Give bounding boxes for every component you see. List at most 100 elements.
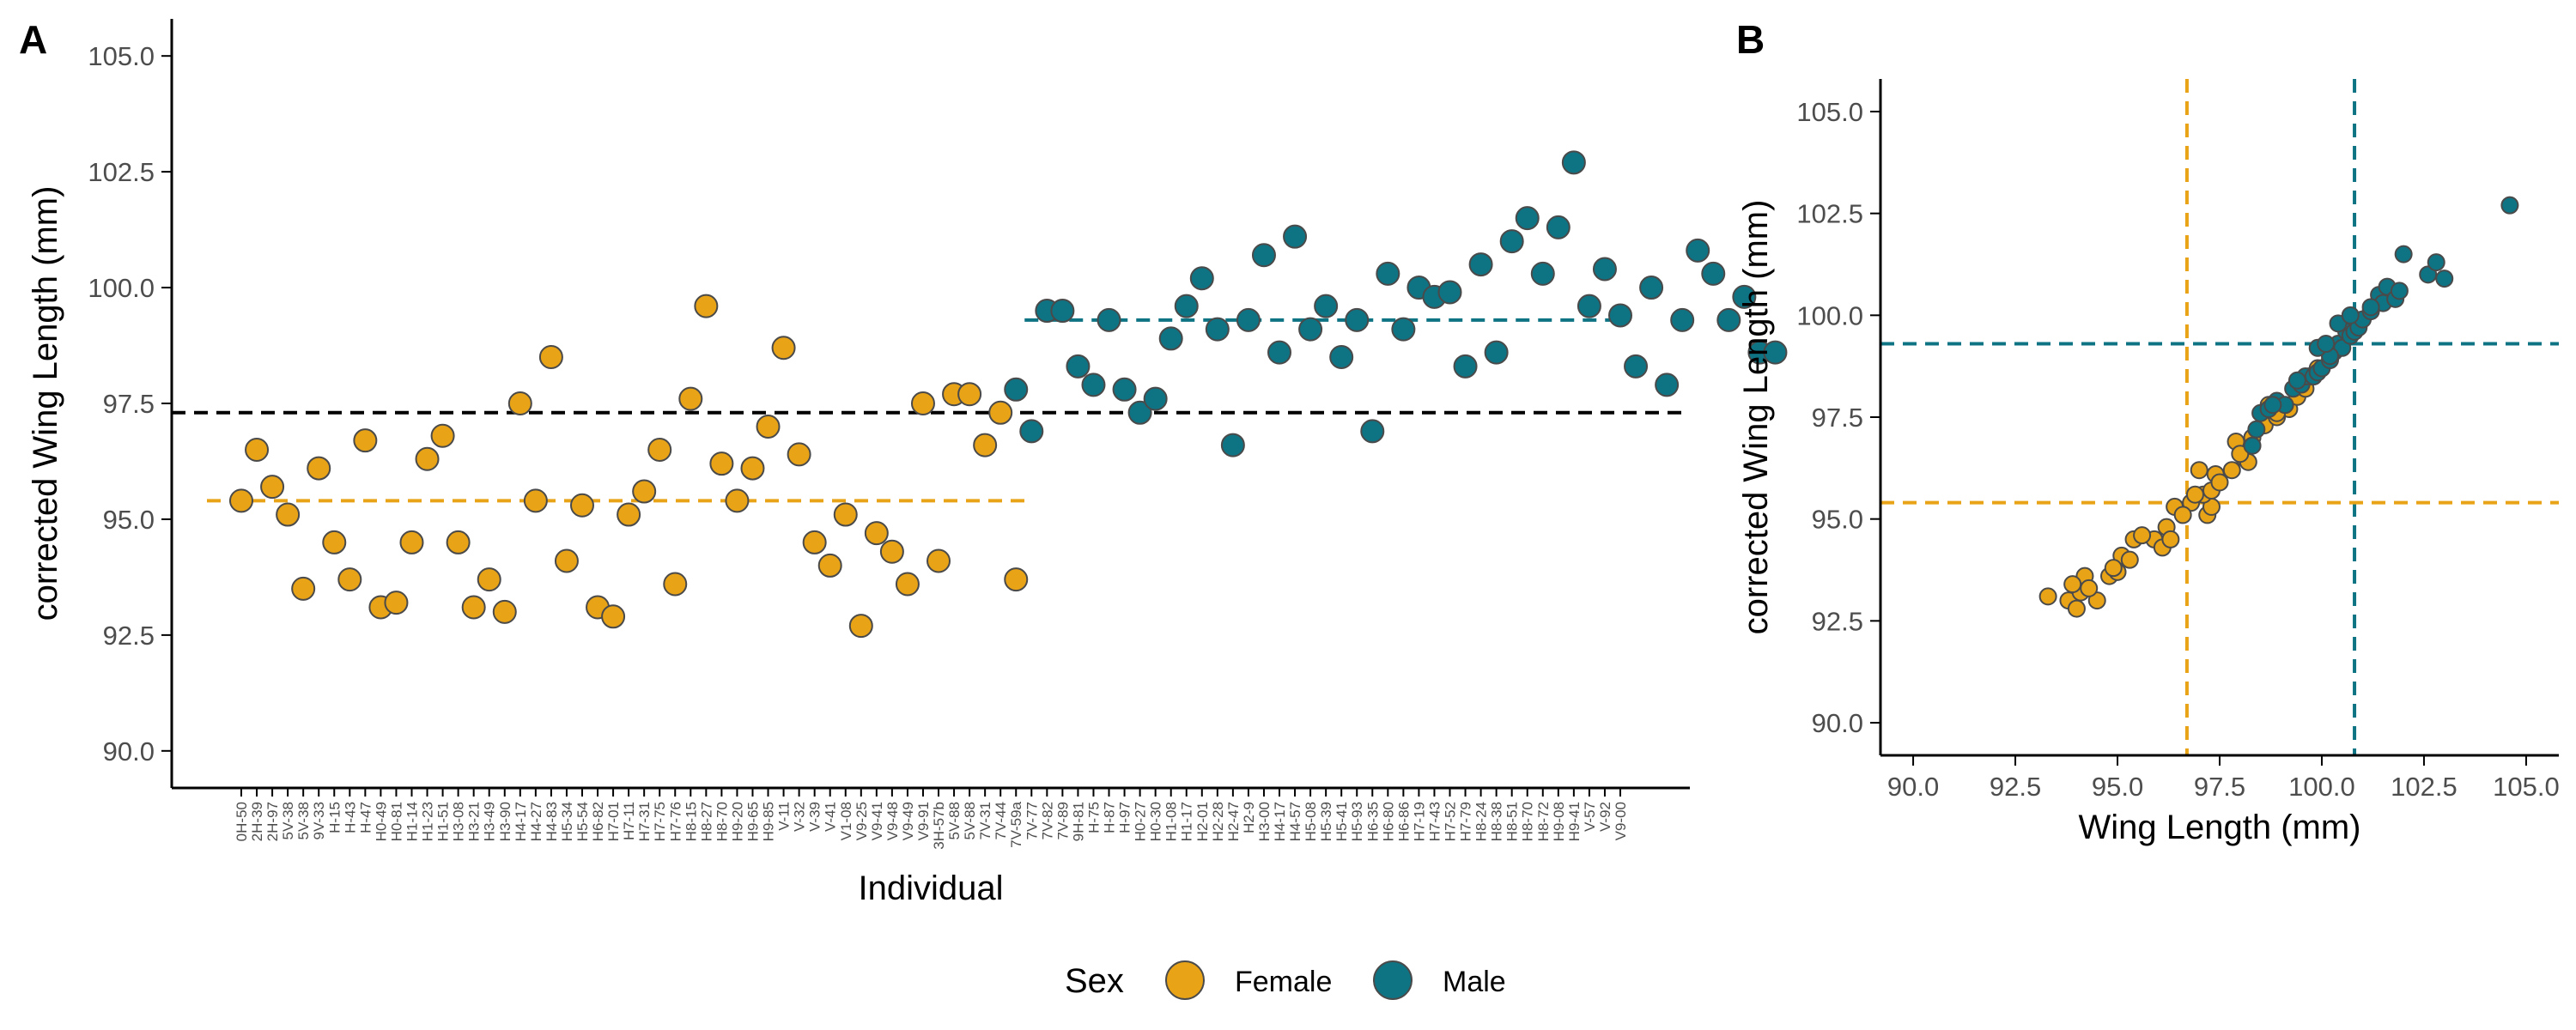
panel-a-point-female [384,591,409,615]
panel-b-y-tick-label: 92.5 [1812,606,1863,636]
panel-a-x-tick-label: H1-17 [1179,802,1195,841]
panel-a-x-tick-label: 7V-89 [1054,802,1071,839]
panel-a-point-female [802,530,827,554]
panel-a-point-male [1577,294,1601,318]
panel-a-x-tick-label: H1-23 [420,802,436,841]
panel-b-point-female [2087,591,2106,610]
panel-a-x-tick-label: H7-11 [621,802,637,840]
panel-a-point-male [1639,276,1664,300]
panel-a-x-tick-label: 5V-88 [946,802,963,839]
panel-a-point-male [1499,229,1524,254]
panel-a-x-tick-label: H9-20 [729,802,745,841]
panel-a-point-female [927,548,951,573]
panel-a-x-tick-label: H8-27 [698,802,714,841]
panel-a-x-tick-label: H8-70 [714,802,730,841]
panel-b-point-male [2500,196,2519,215]
panel-a-point-male [1267,340,1292,365]
panel-a-x-tick-label: 2H-39 [249,802,265,841]
panel-b-point-male [2341,306,2360,324]
panel-b-reference-lines [1880,79,2559,755]
panel-a-x-tick-label: 5V-88 [962,802,978,839]
panel-b-point-male [2287,371,2306,390]
panel-a-point-male [1283,224,1308,249]
panel-b-point-female [2222,461,2241,480]
legend-female-label: Female [1235,966,1332,998]
panel-a-x-tick-label: H4-57 [1287,802,1303,841]
panel-a-x-tick-label: H-15 [326,802,343,833]
panel-a-x-tick-label: 7V-82 [1039,802,1055,839]
panel-a-point-female [507,391,532,415]
panel-a-point-female [601,604,626,629]
panel-a-point-female [554,548,579,573]
panel-a-x-tick-label: H9-85 [761,802,777,841]
panel-b-point-male [2361,298,2380,317]
panel-a-x-tick-label: H7-43 [1426,802,1443,841]
panel-a-point-male [1329,345,1354,370]
panel-b-point-female [2231,445,2250,464]
panel-b-points [2038,196,2519,618]
panel-a-point-male [1763,340,1788,365]
panel-a-x-tick-label: V-57 [1582,802,1598,832]
panel-a-point-male [1655,373,1680,397]
panel-a-x-tick-label: H1-08 [1163,802,1180,841]
legend-male-label: Male [1443,966,1506,998]
panel-b-y-tick-label: 97.5 [1812,403,1863,433]
panel-a-x-tick-label: 2H-97 [264,802,281,841]
panel-b-x-tick-label: 95.0 [2092,772,2143,802]
panel-a-x-tick-label: 9H-81 [1070,802,1086,841]
panel-a-x-tick-label: H7-76 [667,802,683,841]
panel-a-point-male [1143,386,1168,411]
panel-a-point-female [260,475,285,500]
panel-a-x-tick-label: H3-49 [482,802,498,841]
panel-a-point-female [337,567,362,592]
panel-b-point-female [2173,506,2192,524]
panel-b-x-tick-label: 102.5 [2391,772,2458,802]
panel-a-x-tick-label: H8-38 [1489,802,1505,841]
panel-a-point-female [538,345,563,370]
panel-a-point-female [446,530,471,554]
panel-a-point-female [291,576,316,601]
panel-a-point-female [632,479,657,504]
panel-b-x-tick-label: 100.0 [2288,772,2355,802]
panel-a-y-tick-label: 92.5 [103,621,155,651]
panel-a-x-tick-label: 7V-59a [1008,801,1024,847]
panel-a-point-male [1716,307,1741,332]
panel-a-x-axis-title: Individual [858,869,1003,907]
panel-a-x-tick-label: H3-90 [497,802,513,841]
panel-a-x-tick-label: V9-48 [884,802,901,840]
panel-a-point-male [1097,307,1121,332]
panel-a-x-tick-label: 3H-57b [931,802,947,850]
panel-a-x-tick-label: V-32 [792,802,808,832]
panel-b-point-male [2243,436,2262,455]
panel-a-x-tick-label: H4-83 [544,802,560,841]
panel-a-point-female [957,382,982,407]
panel-a-point-female [415,446,440,471]
panel-a-x-tick-label: H9-65 [744,802,761,841]
panel-a-x-tick-label: H7-79 [1458,802,1474,841]
panel-a-x-tick-label: H7-19 [1411,802,1427,841]
panel-a-point-female [663,572,688,597]
panel-a-point-female [353,428,378,453]
panel-a-x-tick-label: H8-51 [1504,802,1521,841]
panel-a-point-male [1360,419,1385,444]
panel-a-x-tick-label: H7-01 [605,802,622,841]
panel-a-points [229,150,1788,639]
legend: Sex Female Male [1065,960,1506,1000]
panel-a-x-tick-label: 7V-44 [993,802,1009,839]
panel-a-x-tick-label: 5V-38 [295,802,312,839]
panel-a-point-male [1484,340,1509,365]
panel-a-x-tick-label: H5-54 [574,802,591,841]
panel-a-x-tick-label: H6-35 [1364,802,1381,841]
panel-b-y-tick-label: 90.0 [1812,708,1863,738]
panel-a-x-tick-label: H2-01 [1194,802,1211,841]
panel-a-point-male [1019,419,1044,444]
panel-a-y-ticks: 90.0 92.5 95.0 97.5 100.0 102.5 105.0 [88,41,172,766]
panel-a-y-tick-label: 102.5 [88,157,155,187]
panel-a-point-male [1220,433,1245,457]
panel-a-y-axis-title: corrected Wing Length (mm) [27,186,64,621]
panel-a-point-male [1174,294,1199,318]
panel-a-x-tick-label: H8-70 [1520,802,1536,841]
panel-a-x-tick-label: H3-08 [451,802,467,841]
panel-a-x-tick-label: H7-52 [1443,802,1459,841]
